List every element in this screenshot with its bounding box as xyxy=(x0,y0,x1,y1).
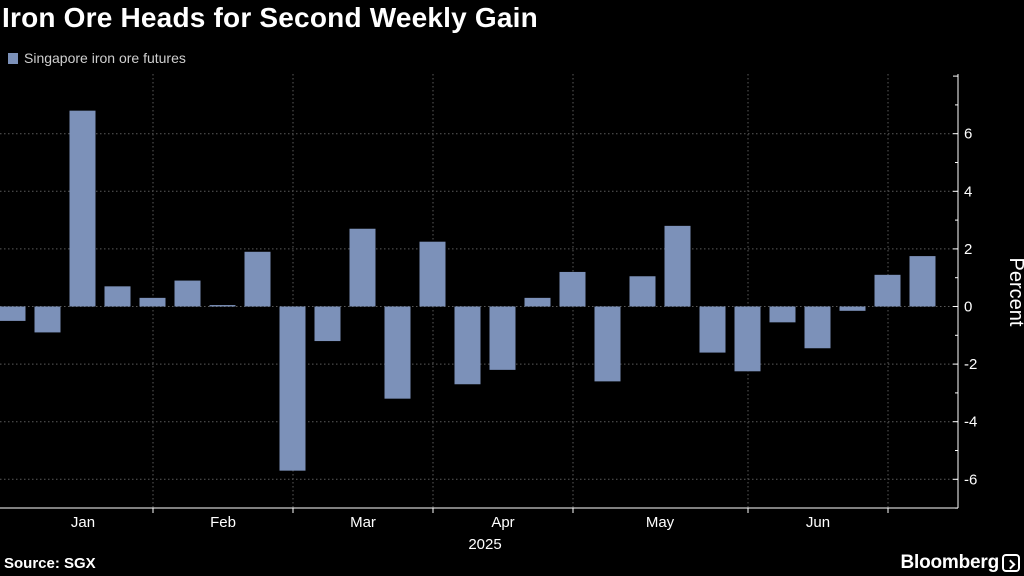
bars xyxy=(0,110,936,471)
bar xyxy=(69,110,96,307)
y-axis-title: Percent xyxy=(1005,258,1024,327)
y-tick-label: 0 xyxy=(964,299,972,316)
bar xyxy=(664,225,691,307)
bar xyxy=(279,306,306,471)
bar xyxy=(349,228,376,307)
bar xyxy=(524,297,551,307)
y-tick-label: 4 xyxy=(964,183,972,200)
legend: Singapore iron ore futures xyxy=(8,50,186,66)
x-tick-label: Feb xyxy=(210,514,236,531)
bar xyxy=(804,306,831,349)
bar xyxy=(384,306,411,399)
chart-title: Iron Ore Heads for Second Weekly Gain xyxy=(2,2,538,33)
x-tick-label: Apr xyxy=(491,514,514,531)
bar xyxy=(734,306,761,372)
bar xyxy=(909,256,936,307)
axes: 6 4 2 0 -2 -4 -6 Percent Jan Feb Mar Apr May Jun 2025 xyxy=(0,74,1024,553)
arrow-icon xyxy=(1002,554,1020,572)
bar xyxy=(629,276,656,307)
bar xyxy=(209,305,236,307)
y-tick-label: -4 xyxy=(964,414,977,431)
source-note: Source: SGX xyxy=(4,555,96,572)
bar xyxy=(454,306,481,385)
legend-label: Singapore iron ore futures xyxy=(24,50,186,66)
bar xyxy=(769,306,796,323)
bar xyxy=(139,297,166,307)
y-tick-label: -6 xyxy=(964,471,977,488)
bar xyxy=(244,251,271,307)
brand-name: Bloomberg xyxy=(900,552,1000,573)
y-tick-label: 6 xyxy=(964,126,972,143)
bar xyxy=(489,306,516,370)
bar xyxy=(839,306,866,311)
y-tick-label: -2 xyxy=(964,356,977,373)
brand-logo: Bloomberg xyxy=(901,552,1020,574)
bar xyxy=(699,306,726,353)
bar xyxy=(174,280,201,307)
bar xyxy=(314,306,341,342)
bar xyxy=(104,286,131,307)
bar xyxy=(419,241,446,307)
x-tick-label: Mar xyxy=(350,514,376,531)
grid-lines xyxy=(0,74,958,508)
x-tick-label: May xyxy=(646,514,675,531)
bar xyxy=(559,271,586,307)
bar xyxy=(0,306,26,321)
y-tick-label: 2 xyxy=(964,241,972,258)
legend-swatch xyxy=(8,52,18,64)
x-axis-year-label: 2025 xyxy=(468,536,501,553)
bar xyxy=(34,306,61,333)
bar xyxy=(874,274,901,307)
x-tick-label: Jun xyxy=(806,514,830,531)
bar xyxy=(594,306,621,382)
x-tick-label: Jan xyxy=(71,514,95,531)
